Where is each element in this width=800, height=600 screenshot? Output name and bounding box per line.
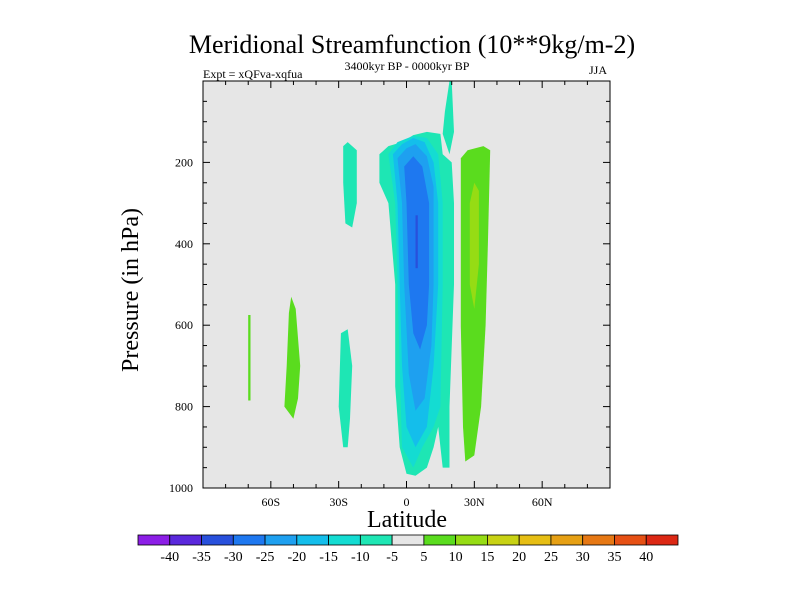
contour-neg-5-upper-plume: [442, 81, 454, 155]
time-range-label: 3400kyr BP - 0000kyr BP: [345, 59, 470, 73]
colorbar-box: [582, 534, 615, 546]
colorbar-box: [518, 534, 552, 546]
colorbar-box: [296, 534, 329, 546]
contour-pos-5-south-cell: [284, 296, 301, 419]
colorbar-level-label: -40: [160, 550, 179, 565]
colorbar-box: [232, 534, 266, 546]
colorbar-level-label: 40: [639, 550, 653, 565]
contour-pos-5-southern-strip: [248, 315, 251, 401]
colorbar-box: [359, 534, 393, 546]
colorbar-box: [328, 534, 361, 546]
y-tick-label: 400: [175, 237, 193, 251]
x-tick-label: 30N: [464, 495, 485, 509]
colorbar-level-label: -25: [256, 550, 275, 565]
x-tick-label: 30S: [329, 495, 348, 509]
colorbar-level-label: 35: [607, 550, 621, 565]
y-axis-label: Pressure (in hPa): [118, 208, 144, 372]
colorbar-level-label: 10: [449, 550, 463, 565]
x-tick-label: 60N: [532, 495, 553, 509]
colorbar-box: [645, 534, 679, 546]
contour-neg-30-core: [415, 215, 418, 269]
y-tick-label: 800: [175, 400, 193, 414]
colorbar-box: [169, 534, 202, 546]
y-tick-label: 1000: [169, 481, 193, 495]
colorbar-level-label: 20: [512, 550, 526, 565]
colorbar-box: [487, 534, 520, 546]
contour-neg-5-subtropical-lower: [338, 329, 353, 448]
y-tick-label: 200: [175, 155, 193, 169]
colorbar-level-label: -35: [192, 550, 211, 565]
colorbar-box: [137, 534, 171, 546]
colorbar-box: [550, 534, 584, 546]
experiment-label: Expt = xQFva-xqfua: [203, 67, 303, 81]
contour-layer: [248, 81, 491, 476]
x-tick-label: 0: [404, 495, 410, 509]
colorbar-box: [264, 534, 298, 546]
colorbar-box: [455, 534, 488, 546]
contour-pos-5-north-cell: [460, 146, 491, 462]
colorbar-box: [201, 534, 234, 546]
chart-title: Meridional Streamfunction (10**9kg/m-2): [189, 30, 635, 59]
season-label: JJA: [589, 63, 607, 77]
colorbar-box: [391, 534, 425, 546]
x-tick-label: 60S: [261, 495, 280, 509]
x-axis-label: Latitude: [367, 507, 447, 533]
colorbar-level-label: 15: [480, 550, 494, 565]
colorbar-level-label: -10: [351, 550, 370, 565]
colorbar: -40 -35 -30 -25 -20 -15 -10 -5 5 10 15 20 25 30 35 40: [137, 534, 679, 565]
y-tick-label: 600: [175, 318, 193, 332]
colorbar-level-label: 25: [544, 550, 558, 565]
x-axis-ticks: 60S 30S 0 30N 60N: [225, 81, 588, 509]
contour-pos-10-north-core: [469, 182, 479, 309]
colorbar-box: [423, 534, 457, 546]
colorbar-level-label: -5: [386, 550, 398, 565]
colorbar-level-label: -30: [224, 550, 243, 565]
contour-neg-5-subtropical-upper: [343, 142, 357, 228]
colorbar-level-label: -20: [287, 550, 306, 565]
y-axis-ticks: 200 400 600 800 1000: [169, 100, 610, 495]
colorbar-level-label: 5: [420, 550, 427, 565]
colorbar-box: [614, 534, 647, 546]
colorbar-level-label: 30: [576, 550, 590, 565]
colorbar-level-label: -15: [319, 550, 338, 565]
